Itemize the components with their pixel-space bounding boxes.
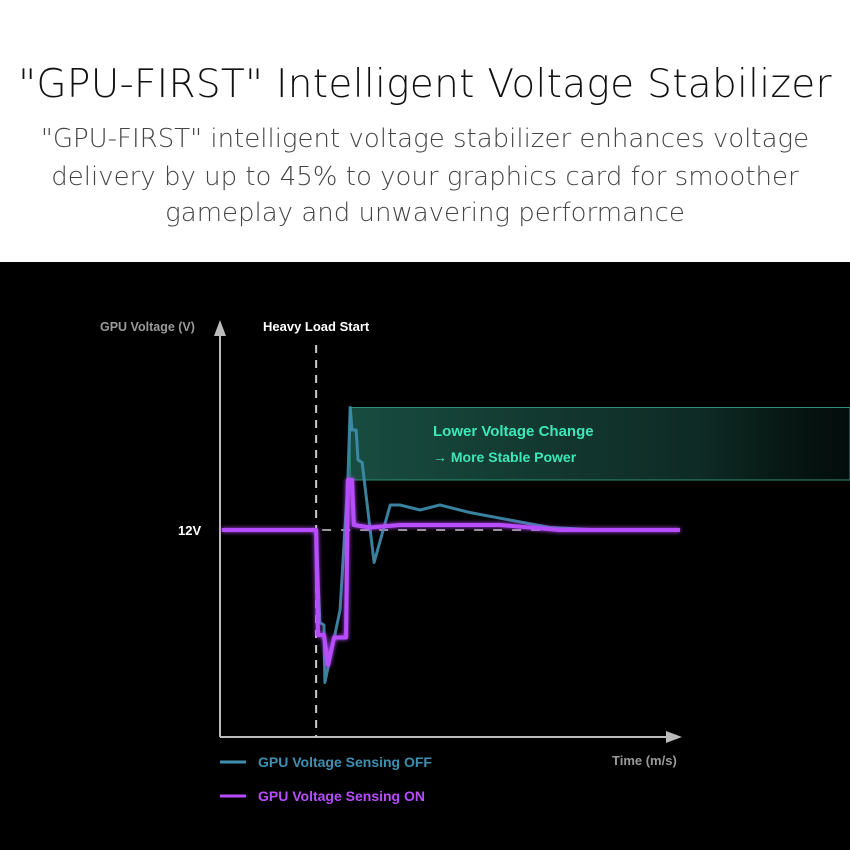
- subtitle-line: delivery by up to 45% to your graphics c…: [51, 162, 799, 192]
- highlight-band: [349, 407, 850, 481]
- y-tick-label: 12V: [178, 523, 201, 538]
- series-line-sensing-on: [221, 478, 680, 667]
- page-title: "GPU-FIRST" Intelligent Voltage Stabiliz…: [18, 62, 832, 107]
- x-axis-arrow-icon: [666, 731, 682, 743]
- legend-label-off: GPU Voltage Sensing OFF: [258, 754, 432, 770]
- highlight-label-line1: Lower Voltage Change: [433, 423, 594, 440]
- y-axis-arrow-icon: [214, 320, 226, 336]
- series-line-sensing-off: [221, 406, 680, 684]
- x-axis-label: Time (m/s): [612, 753, 677, 768]
- y-axis-label: GPU Voltage (V): [100, 320, 195, 334]
- subtitle-line: "GPU-FIRST" intelligent voltage stabiliz…: [40, 124, 810, 154]
- chart-panel: [0, 262, 850, 850]
- subtitle-line: gameplay and unwavering performance: [165, 198, 685, 228]
- heavy-load-label: Heavy Load Start: [263, 319, 370, 334]
- legend-label-on: GPU Voltage Sensing ON: [258, 788, 425, 804]
- highlight-label-line2: → More Stable Power: [433, 449, 577, 465]
